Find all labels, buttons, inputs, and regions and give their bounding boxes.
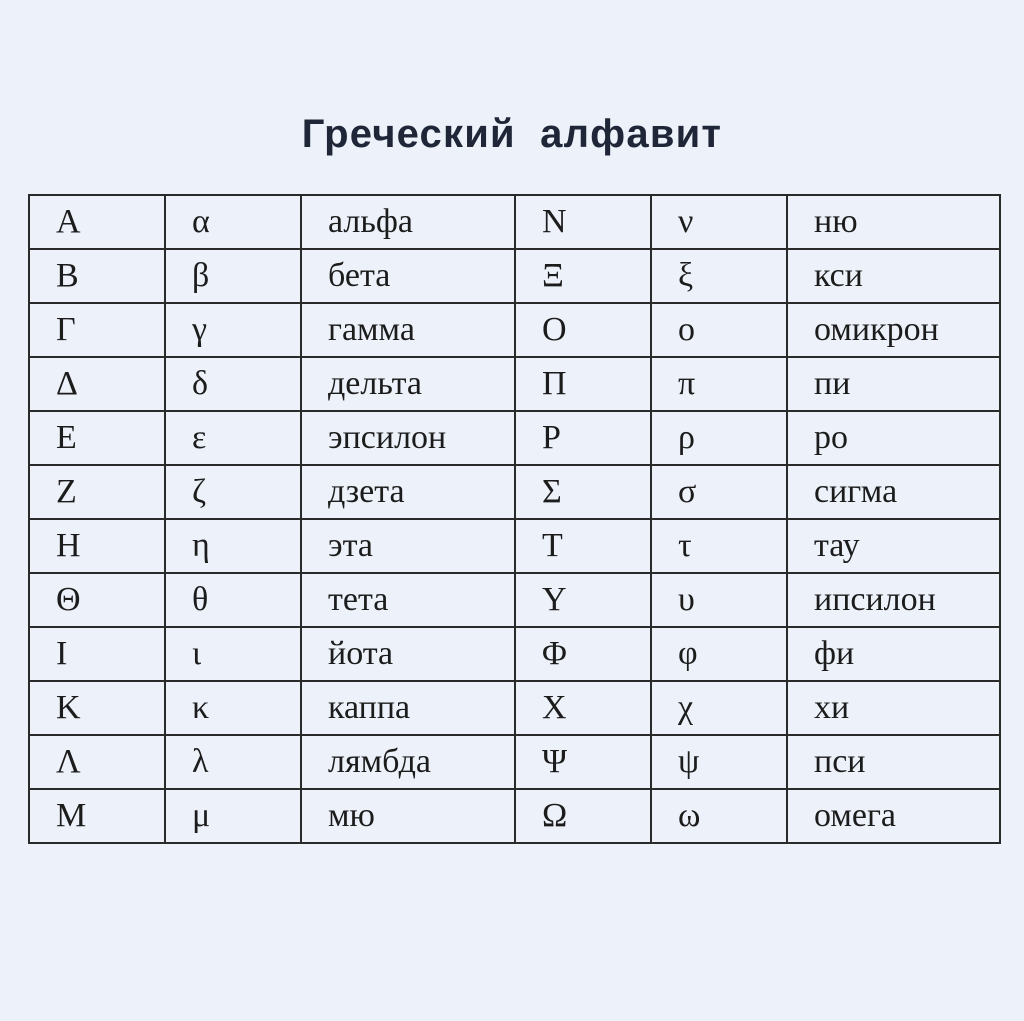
lower-letter: ι <box>164 626 302 682</box>
lower-letter: π <box>650 356 788 412</box>
upper-letter: Ι <box>28 626 166 682</box>
letter-name: альфа <box>300 194 516 250</box>
upper-letter: Δ <box>28 356 166 412</box>
letter-name: омикрон <box>786 302 1001 358</box>
lower-letter: φ <box>650 626 788 682</box>
upper-letter: Ξ <box>514 248 652 304</box>
lower-letter: ζ <box>164 464 302 520</box>
upper-letter: Ρ <box>514 410 652 466</box>
lower-letter: ρ <box>650 410 788 466</box>
letter-name: тау <box>786 518 1001 574</box>
lower-letter: σ <box>650 464 788 520</box>
letter-name: лямбда <box>300 734 516 790</box>
upper-letter: Ε <box>28 410 166 466</box>
lower-letter: ω <box>650 788 788 844</box>
lower-letter: χ <box>650 680 788 736</box>
letter-name: фи <box>786 626 1001 682</box>
lower-letter: θ <box>164 572 302 628</box>
lower-letter: λ <box>164 734 302 790</box>
letter-name: кси <box>786 248 1001 304</box>
letter-name: ипсилон <box>786 572 1001 628</box>
lower-letter: μ <box>164 788 302 844</box>
lower-letter: ε <box>164 410 302 466</box>
letter-name: гамма <box>300 302 516 358</box>
upper-letter: Θ <box>28 572 166 628</box>
lower-letter: υ <box>650 572 788 628</box>
letter-name: ню <box>786 194 1001 250</box>
letter-name: хи <box>786 680 1001 736</box>
letter-name: пи <box>786 356 1001 412</box>
lower-letter: κ <box>164 680 302 736</box>
letter-name: дзета <box>300 464 516 520</box>
letter-name: ро <box>786 410 1001 466</box>
upper-letter: Σ <box>514 464 652 520</box>
letter-name: сигма <box>786 464 1001 520</box>
upper-letter: Β <box>28 248 166 304</box>
upper-letter: Π <box>514 356 652 412</box>
letter-name: йота <box>300 626 516 682</box>
lower-letter: β <box>164 248 302 304</box>
letter-name: омега <box>786 788 1001 844</box>
lower-letter: η <box>164 518 302 574</box>
lower-letter: ο <box>650 302 788 358</box>
letter-name: каппа <box>300 680 516 736</box>
upper-letter: Ν <box>514 194 652 250</box>
lower-letter: ξ <box>650 248 788 304</box>
letter-name: эта <box>300 518 516 574</box>
letter-name: мю <box>300 788 516 844</box>
lower-letter: γ <box>164 302 302 358</box>
upper-letter: Υ <box>514 572 652 628</box>
letter-name: тета <box>300 572 516 628</box>
letter-name: эпсилон <box>300 410 516 466</box>
upper-letter: Ο <box>514 302 652 358</box>
lower-letter: δ <box>164 356 302 412</box>
upper-letter: Λ <box>28 734 166 790</box>
upper-letter: Κ <box>28 680 166 736</box>
lower-letter: ν <box>650 194 788 250</box>
upper-letter: Γ <box>28 302 166 358</box>
letter-name: бета <box>300 248 516 304</box>
upper-letter: Φ <box>514 626 652 682</box>
letter-name: дельта <box>300 356 516 412</box>
upper-letter: Η <box>28 518 166 574</box>
lower-letter: ψ <box>650 734 788 790</box>
upper-letter: Ζ <box>28 464 166 520</box>
upper-letter: Μ <box>28 788 166 844</box>
letter-name: пси <box>786 734 1001 790</box>
lower-letter: α <box>164 194 302 250</box>
lower-letter: τ <box>650 518 788 574</box>
upper-letter: Ψ <box>514 734 652 790</box>
title: Греческий алфавит <box>301 112 723 156</box>
upper-letter: Τ <box>514 518 652 574</box>
upper-letter: Ω <box>514 788 652 844</box>
upper-letter: Χ <box>514 680 652 736</box>
upper-letter: Α <box>28 194 166 250</box>
